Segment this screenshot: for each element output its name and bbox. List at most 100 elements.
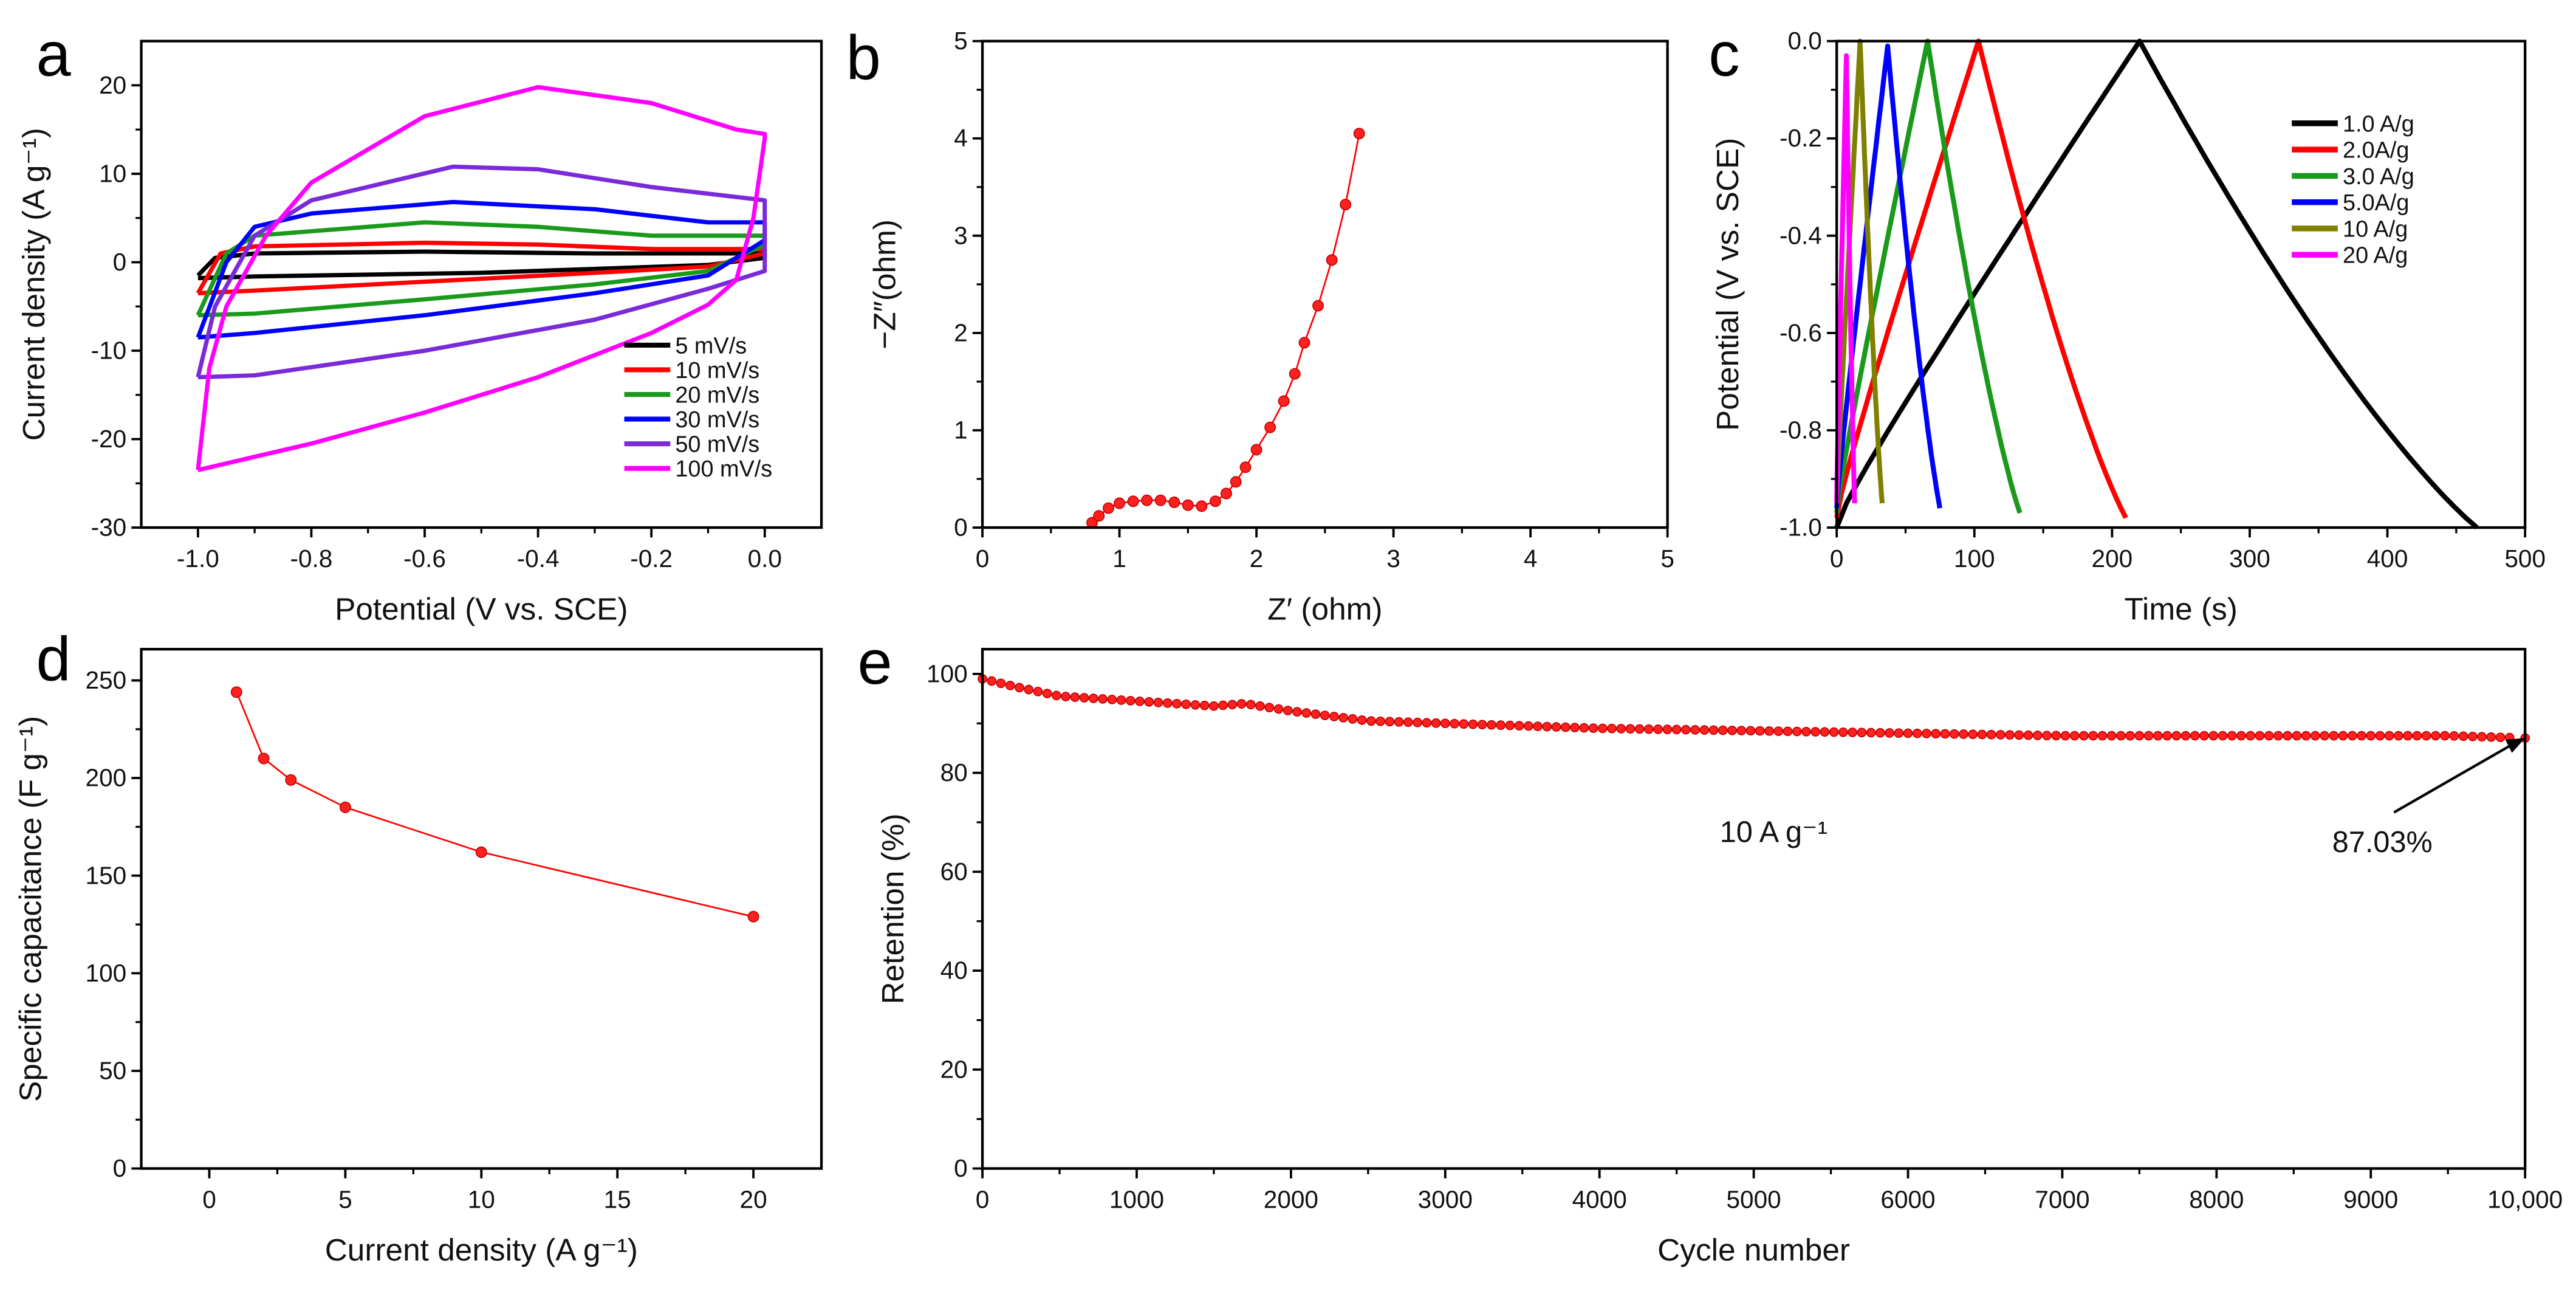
data-point [1977, 729, 1987, 740]
series-line-EIS [1091, 133, 1360, 523]
data-point [1326, 254, 1338, 266]
y-tick-label: -0.2 [1780, 124, 1822, 152]
data-point [2421, 731, 2431, 741]
x-tick-label: 10,000 [2487, 1186, 2563, 1214]
data-point [1422, 718, 1432, 728]
data-point [258, 752, 270, 765]
data-point [1996, 730, 2006, 740]
x-tick-label: 5 [338, 1186, 352, 1214]
legend-item: 10 A/g [2292, 216, 2408, 242]
data-point [1135, 696, 1145, 706]
data-point [1070, 692, 1080, 702]
data-point [1625, 724, 1636, 734]
data-point [1209, 701, 1219, 711]
x-tick-label: 0 [1830, 545, 1844, 573]
data-point [2153, 731, 2163, 741]
data-point [1107, 695, 1117, 704]
x-tick-label: 400 [2367, 545, 2408, 573]
y-axis-label: −Z″(ohm) [867, 219, 902, 349]
data-point [1533, 721, 1543, 731]
panel-b: b 0 1 2 3 4 5 0 1 2 3 4 5 Z′ (ohm) −Z″(ohm) [846, 22, 1674, 627]
data-point [2431, 731, 2441, 741]
panel-label: a [36, 19, 71, 89]
annotation-arrow [2393, 743, 2513, 814]
data-point [1468, 719, 1478, 729]
y-axis-label: Potential (V vs. SCE) [1710, 138, 1745, 431]
legend-label: 20 mV/s [675, 383, 759, 408]
data-point [1385, 717, 1395, 727]
annotation: 87.03% [2332, 826, 2433, 859]
data-point [1912, 728, 1922, 738]
data-point [1690, 725, 1700, 735]
y-tick-label: 200 [86, 764, 127, 792]
data-point [1857, 727, 1867, 738]
y-tick-label: 100 [927, 659, 968, 687]
data-point [1940, 729, 1950, 739]
data-point [1182, 499, 1194, 511]
x-tick-label: 4000 [1572, 1186, 1627, 1214]
data-point [2227, 731, 2237, 741]
series-line-100-mV-s [196, 84, 767, 472]
legend-item: 50 mV/s [624, 432, 759, 458]
data-point [1127, 495, 1139, 507]
panel-label: b [846, 22, 881, 92]
data-point [1542, 721, 1552, 732]
legend-label: 20 A/g [2343, 243, 2408, 269]
data-point [1162, 698, 1173, 708]
data-point [2051, 731, 2061, 741]
data-point [2255, 731, 2265, 741]
x-tick-label: 0.0 [748, 545, 782, 573]
series-line-30-mV-s [196, 199, 767, 340]
data-point [996, 678, 1006, 689]
data-point [475, 846, 487, 858]
data-point [1348, 714, 1358, 724]
x-tick-label: 15 [604, 1186, 631, 1214]
y-tick-label: 50 [99, 1057, 126, 1085]
data-point [1699, 725, 1710, 735]
data-point [1312, 300, 1324, 312]
data-point [1607, 723, 1617, 734]
legend-label: 5 mV/s [675, 333, 747, 359]
x-tick-label: 7000 [2035, 1186, 2089, 1214]
data-point [2097, 731, 2108, 741]
data-point [1662, 724, 1673, 734]
data-point [2458, 731, 2468, 741]
data-point [1283, 706, 1293, 715]
data-point [1061, 692, 1070, 701]
data-point [1394, 717, 1404, 727]
x-tick-label: -1.0 [177, 545, 219, 573]
legend-label: 3.0 A/g [2343, 164, 2414, 190]
data-point [1431, 718, 1441, 728]
y-tick-label: -1.0 [1780, 514, 1822, 542]
data-point [2486, 732, 2496, 742]
data-point [1181, 699, 1191, 709]
legend-item: 3.0 A/g [2292, 164, 2414, 190]
data-point [1042, 689, 1052, 698]
data-point [1931, 729, 1941, 739]
data-point [1015, 683, 1024, 693]
x-tick-label: 100 [1954, 545, 1995, 573]
y-tick-label: -20 [91, 425, 127, 453]
y-tick-label: 20 [940, 1055, 968, 1083]
y-tick-label: -0.8 [1780, 416, 1822, 444]
x-tick-label: 3 [1386, 545, 1400, 573]
y-tick-label: 0 [113, 248, 127, 276]
series-line-5-0A-g [1834, 43, 1942, 509]
data-point [1727, 726, 1737, 735]
data-point [1250, 444, 1262, 456]
plot-area [978, 674, 2530, 743]
data-point [2338, 731, 2348, 741]
data-point [1440, 718, 1450, 729]
data-point [1199, 700, 1210, 710]
series-line-50-mV-s [196, 164, 767, 380]
legend-label: 5.0A/g [2343, 190, 2409, 216]
y-tick-label: -0.6 [1780, 318, 1822, 346]
data-point [1551, 722, 1561, 732]
legend-item: 20 A/g [2292, 243, 2408, 269]
y-tick-label: 250 [86, 666, 127, 694]
data-point [1264, 421, 1276, 433]
data-point [1801, 726, 1811, 737]
x-tick-label: 0 [976, 545, 990, 573]
data-point [2106, 731, 2117, 741]
